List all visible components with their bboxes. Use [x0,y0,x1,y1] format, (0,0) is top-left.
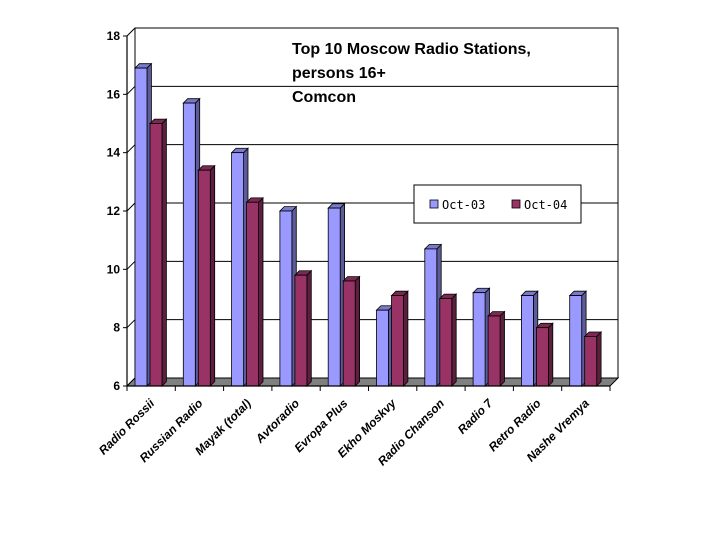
bar-front [424,248,438,387]
bar-front [342,280,356,387]
bar-oct-03-avtoradio [278,205,298,387]
bar-oct-03-retro-radio [520,290,539,387]
legend-label-oct-03: Oct-03 [442,198,485,212]
y-tick-label: 16 [107,87,121,101]
bar-front [327,207,341,387]
bar-front [584,336,598,387]
bar-front [569,295,583,387]
bar-oct-03-nashe-vremya [568,290,588,387]
y-tick-label: 12 [107,204,121,218]
x-tick-label-avtoradio: Avtoradio [252,396,302,446]
bar-front [149,123,163,387]
bar-oct-03-radio-rossii [134,62,153,387]
side-gridline [126,319,136,329]
bar-oct-04-radio-chanson [438,293,458,387]
bar-front [279,210,293,387]
y-tick-label: 6 [113,379,120,393]
bar-front [231,152,245,387]
side-gridline [126,202,136,212]
bar-front [294,274,308,387]
axes [123,35,611,391]
side-gridline [126,260,136,270]
y-tick-label: 10 [107,262,121,276]
bar-side [451,293,457,387]
bar-front [439,298,453,387]
bar-oct-04-mayak-total [245,196,264,387]
legend-swatch-oct-03 [429,199,439,209]
bar-oct-04-russian-radio [197,164,216,387]
y-tick-labels: 6 8 10 12 14 16 18 [107,29,121,393]
bar-oct-04-nashe-vremya [583,331,603,387]
legend-box [413,184,582,224]
legend-swatch-oct-04 [511,199,521,209]
bar-oct-03-radio-chanson [423,243,443,387]
legend: Oct-03 Oct-04 [413,184,582,224]
title-line-3: Comcon [292,89,356,106]
bar-oct-03-ekho-moskvy [375,304,394,387]
side-gridline [126,144,136,154]
bar-front [536,327,549,387]
bar-front [182,102,196,387]
bar-oct-04-radio-rossii [149,118,168,387]
side-gridline [126,27,136,37]
bars [134,62,603,387]
bar-oct-04-ekho-moskvy [390,290,409,387]
bar-side [161,118,167,387]
side-gridline [126,85,136,95]
bar-side [209,164,216,387]
bar-side [403,290,409,387]
bar-oct-03-evropa-plus [327,202,346,387]
bar-oct-03-russian-radio [182,97,201,387]
chart-title: Top 10 Moscow Radio Stations, persons 16… [292,41,531,106]
bar-front [197,169,211,387]
bar-front [487,315,501,387]
bar-side [596,331,602,387]
x-tick-label-radio-7: Radio 7 [455,395,496,436]
bar-front [521,295,534,387]
bar-oct-03-mayak-total [230,147,249,387]
bar-oct-04-evropa-plus [342,275,361,387]
bar-oct-04-avtoradio [293,269,313,387]
bar-front [134,67,148,387]
legend-label-oct-04: Oct-04 [524,198,567,212]
bar-front [391,295,404,387]
y-tick-label: 14 [107,146,121,160]
bar-oct-04-radio-7 [487,310,506,387]
bar-side [306,269,312,387]
title-line-2: persons 16+ [292,65,386,82]
bar-side [354,275,361,387]
bar-side [548,322,554,387]
bar-front [376,309,389,387]
y-tick-label: 8 [113,321,120,335]
bar-front [246,201,260,387]
bar-oct-04-retro-radio [535,322,554,387]
bar-oct-03-radio-7 [472,287,491,387]
bar-side [499,310,505,387]
title-line-1: Top 10 Moscow Radio Stations, [292,41,531,58]
bar-side [258,196,264,387]
bar-front [472,292,486,387]
y-tick-label: 18 [107,29,121,43]
